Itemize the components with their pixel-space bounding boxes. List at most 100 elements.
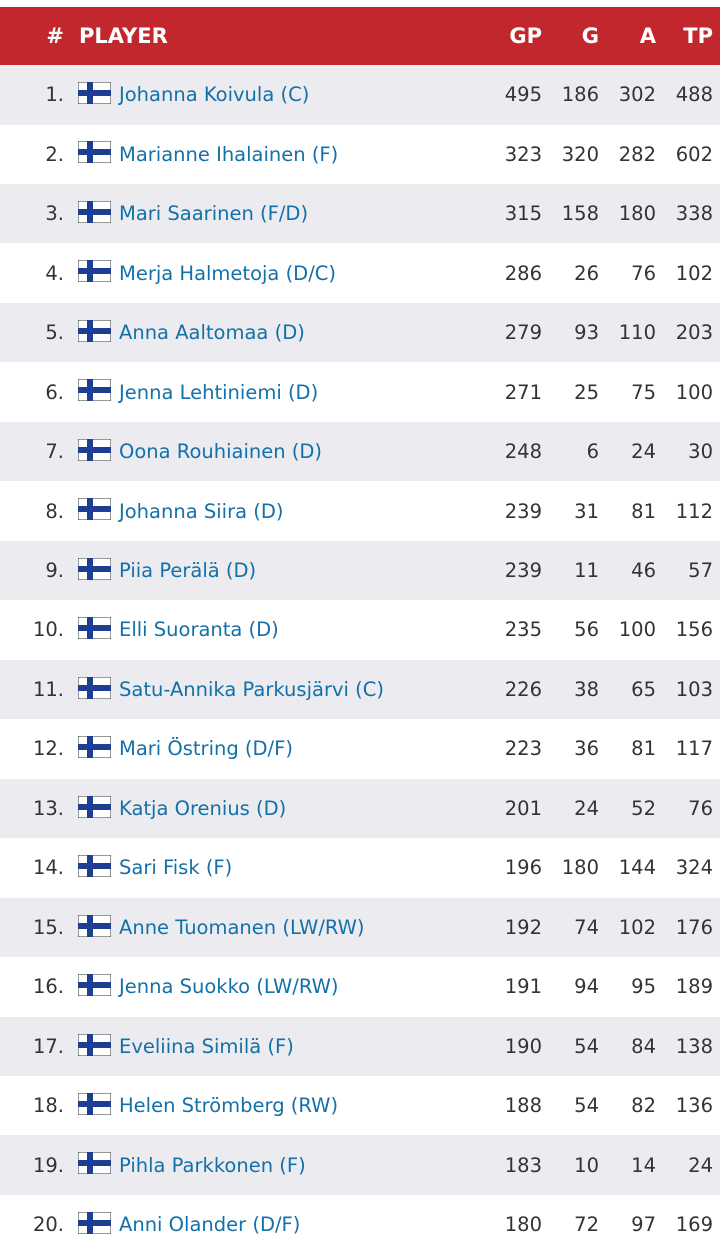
goals: 94 [574,975,599,999]
flag-icon [78,260,111,283]
total-points: 138 [675,1034,713,1058]
rank: 6. [45,380,64,404]
total-points: 112 [675,499,713,523]
player-name[interactable]: Johanna Koivula (C) [119,83,310,107]
games-played: 271 [504,380,542,404]
flag-icon [78,855,111,878]
goals: 25 [574,380,599,404]
table-row: 2. Marianne Ihalainen (F) 323 320 282 602 [0,124,720,184]
assists: 100 [618,618,656,642]
player-name[interactable]: Pihla Parkkonen (F) [119,1153,306,1177]
player-name[interactable]: Johanna Siira (D) [119,499,284,523]
goals: 180 [561,856,599,880]
games-played: 239 [504,559,542,582]
assists: 14 [631,1153,656,1177]
assists: 65 [631,677,656,701]
table-row: 5. Anna Aaltomaa (D) 279 93 110 203 [0,302,720,363]
player-name[interactable]: Katja Orenius (D) [119,796,287,820]
assists: 46 [631,559,656,582]
flag-icon [78,1033,111,1056]
player-name[interactable]: Helen Strömberg (RW) [119,1094,339,1118]
player-name[interactable]: Eveliina Similä (F) [119,1034,294,1058]
assists: 76 [631,261,656,285]
games-played: 315 [504,202,542,226]
table-row: 17. Eveliina Similä (F) 190 54 84 138 [0,1016,720,1077]
player-header: PLAYER [79,24,168,48]
goals: 54 [574,1094,599,1118]
assists: 180 [618,202,656,226]
games-played: 235 [504,618,542,642]
games-played: 323 [504,142,542,166]
total-points: 24 [688,1153,713,1177]
player-name[interactable]: Piia Perälä (D) [119,559,257,582]
player-name[interactable]: Satu-Annika Parkusjärvi (C) [119,677,384,701]
table-row: 16. Jenna Suokko (LW/RW) 191 94 95 189 [0,957,720,1017]
games-played: 192 [504,915,542,939]
assists: 302 [618,83,656,107]
flag-icon [78,438,111,461]
rank: 9. [45,559,64,582]
total-points: 103 [675,677,713,701]
goals: 31 [574,499,599,523]
goals: 74 [574,915,599,939]
flag-icon [78,617,111,640]
table-row: 1. Johanna Koivula (C) 495 186 302 488 [0,65,720,125]
rank: 13. [32,796,64,820]
table-row: 20. Anni Olander (D/F) 180 72 97 169 [0,1195,720,1254]
goals: 36 [574,737,599,761]
player-name[interactable]: Mari Saarinen (F/D) [119,202,309,226]
goals: 26 [574,261,599,285]
flag-icon [78,379,111,402]
player-name[interactable]: Elli Suoranta (D) [119,618,279,642]
games-played: 286 [504,261,542,285]
rank: 3. [45,202,64,226]
player-name[interactable]: Jenna Suokko (LW/RW) [119,975,339,999]
total-points: 57 [688,559,713,582]
flag-icon [78,736,111,759]
assists: 95 [631,975,656,999]
flag-icon [78,676,111,699]
table-row: 12. Mari Östring (D/F) 223 36 81 117 [0,719,720,779]
rank: 20. [32,1213,64,1237]
player-name[interactable]: Merja Halmetoja (D/C) [119,261,336,285]
goals: 54 [574,1034,599,1058]
games-played: 191 [504,975,542,999]
assists: 110 [618,321,656,345]
a-header: A [639,24,656,48]
goals: 6 [586,440,599,464]
goals: 56 [574,618,599,642]
games-played: 239 [504,499,542,523]
player-name[interactable]: Anni Olander (D/F) [119,1213,301,1237]
total-points: 189 [675,975,713,999]
flag-icon [78,795,111,818]
games-played: 279 [504,321,542,345]
player-name[interactable]: Oona Rouhiainen (D) [119,440,323,464]
table-row: 19. Pihla Parkkonen (F) 183 10 14 24 [0,1135,720,1195]
flag-icon [78,1092,111,1115]
assists: 81 [631,499,656,523]
goals: 158 [561,202,599,226]
player-name[interactable]: Anna Aaltomaa (D) [119,321,305,345]
player-name[interactable]: Sari Fisk (F) [119,856,233,880]
games-played: 223 [504,737,542,761]
goals: 11 [574,559,599,582]
player-name[interactable]: Mari Östring (D/F) [119,737,293,761]
total-points: 602 [675,142,713,166]
games-played: 201 [504,796,542,820]
flag-icon [78,200,111,223]
rank: 19. [32,1153,64,1177]
table-row: 18. Helen Strömberg (RW) 188 54 82 136 [0,1076,720,1136]
goals: 10 [574,1153,599,1177]
player-name[interactable]: Marianne Ihalainen (F) [119,142,339,166]
goals: 186 [561,83,599,107]
assists: 97 [631,1213,656,1237]
total-points: 136 [675,1094,713,1118]
table-row: 15. Anne Tuomanen (LW/RW) 192 74 102 176 [0,897,720,958]
total-points: 117 [675,737,713,761]
table-row: 3. Mari Saarinen (F/D) 315 158 180 338 [0,183,720,244]
player-name[interactable]: Anne Tuomanen (LW/RW) [119,915,365,939]
player-name[interactable]: Jenna Lehtiniemi (D) [119,380,319,404]
goals: 38 [574,677,599,701]
rank: 4. [45,261,64,285]
